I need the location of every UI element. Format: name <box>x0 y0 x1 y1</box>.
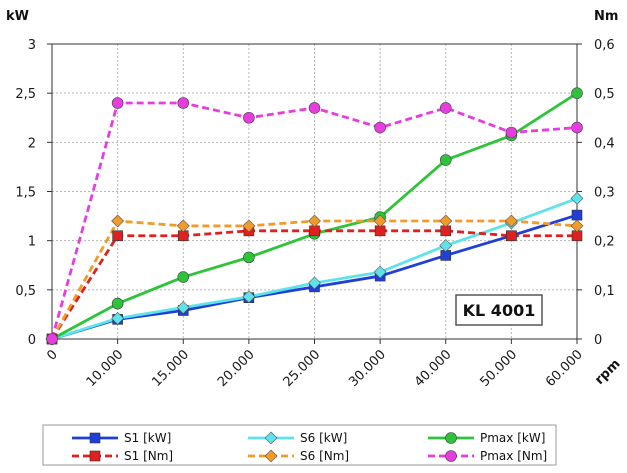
series-markers <box>45 87 584 346</box>
legend-swatch-marker <box>264 431 278 445</box>
model-label-box: KL 4001 <box>455 294 543 326</box>
x-tick-label: 20.000 <box>215 347 258 390</box>
series-4-point <box>439 214 453 228</box>
right-axis-unit: Nm <box>594 9 618 24</box>
right-tick-label: 0,5 <box>594 87 615 102</box>
series-3-point <box>506 230 517 242</box>
legend: S1 [kW] S6 [kW] Pmax [kW] S1 [Nm] S6 [Nm] Pma… <box>42 424 557 466</box>
series-5-point <box>111 97 124 109</box>
right-tick-label: 0,3 <box>594 186 615 201</box>
legend-swatch-marker <box>89 450 101 462</box>
legend-swatch-marker <box>445 432 457 444</box>
series-4-point <box>373 214 387 228</box>
series-group <box>45 87 584 346</box>
legend-label: Pmax [Nm] <box>480 449 547 463</box>
series-2-point <box>243 251 255 264</box>
series-4-point <box>504 214 518 228</box>
series-5-point <box>46 333 58 345</box>
legend-swatch-marker <box>264 449 278 463</box>
right-tick-label: 0 <box>594 333 602 348</box>
legend-frame <box>42 424 557 466</box>
right-tick-label: 0,6 <box>594 38 615 53</box>
x-ticks: 0 10.000 15.000 20.000 25.000 30.000 40.000 50.… <box>44 339 586 390</box>
legend-item: Pmax [kW] <box>428 431 545 445</box>
series-4-point <box>308 214 321 228</box>
left-axis-unit: kW <box>6 9 29 24</box>
series-3-point <box>112 230 123 242</box>
series-5-point <box>177 97 190 109</box>
series-1-point <box>242 290 256 304</box>
series-1-point <box>111 311 125 325</box>
series-2-point <box>571 87 583 99</box>
left-y-ticks: 0 0,5 1 1,5 2 2,5 3 <box>15 38 52 348</box>
x-tick-label: 10.000 <box>84 347 127 390</box>
series-4-point <box>176 219 190 233</box>
series-2-point <box>439 154 452 166</box>
series-2-point <box>177 271 190 283</box>
left-tick-label: 1 <box>28 235 36 250</box>
series-5-point <box>505 126 518 139</box>
x-tick-label: 25.000 <box>281 347 324 390</box>
left-tick-label: 2,5 <box>15 87 36 102</box>
left-tick-label: 2 <box>28 136 36 151</box>
x-tick-label: 15.000 <box>149 347 192 390</box>
series-5-point <box>571 121 583 134</box>
x-tick-label: 50.000 <box>477 347 520 390</box>
right-tick-label: 0,4 <box>594 136 615 151</box>
model-label-frame <box>455 294 543 326</box>
series-1-point <box>439 239 453 253</box>
left-tick-label: 1,5 <box>15 186 36 201</box>
x-tick-label: 30.000 <box>346 347 389 390</box>
series-4-point <box>242 219 256 233</box>
legend-swatch-marker <box>445 450 457 462</box>
x-tick-label: 40.000 <box>412 347 455 390</box>
legend-label: Pmax [kW] <box>480 431 545 445</box>
right-tick-label: 0,1 <box>594 284 615 299</box>
legend-item: Pmax [Nm] <box>428 449 547 463</box>
left-tick-label: 3 <box>28 38 36 53</box>
legend-item: S1 [Nm] <box>72 449 173 463</box>
series-4-point <box>111 214 125 228</box>
series-5-point <box>308 102 321 114</box>
series-2-point <box>111 297 124 310</box>
legend-label: S6 [Nm] <box>300 449 349 463</box>
left-tick-label: 0,5 <box>15 284 36 299</box>
series-5-point <box>243 111 255 124</box>
series-5-point <box>374 121 386 134</box>
series-1-point <box>570 191 584 205</box>
legend-item: S6 [kW] <box>248 431 347 445</box>
series-5-point <box>439 102 452 114</box>
legend-item: S1 [kW] <box>72 431 171 445</box>
x-tick-label: 60.000 <box>543 347 586 390</box>
x-axis-unit: rpm <box>592 357 623 388</box>
legend-label: S1 [Nm] <box>124 449 173 463</box>
right-y-ticks: 0 0,1 0,2 0,3 0,4 0,5 0,6 <box>577 38 615 348</box>
right-tick-label: 0,2 <box>594 235 615 250</box>
series-0-point <box>571 209 583 221</box>
series-1-point <box>308 276 321 290</box>
series-1-point <box>176 301 190 314</box>
legend-item: S6 [Nm] <box>248 449 349 463</box>
x-tick-label: 0 <box>44 347 60 363</box>
left-tick-label: 0 <box>28 333 36 348</box>
legend-swatch-marker <box>89 432 101 444</box>
legend-label: S1 [kW] <box>124 431 171 445</box>
series-1-point <box>373 265 387 279</box>
model-label: KL 4001 <box>463 301 536 320</box>
series-4-point <box>570 219 584 233</box>
legend-label: S6 [kW] <box>300 431 347 445</box>
